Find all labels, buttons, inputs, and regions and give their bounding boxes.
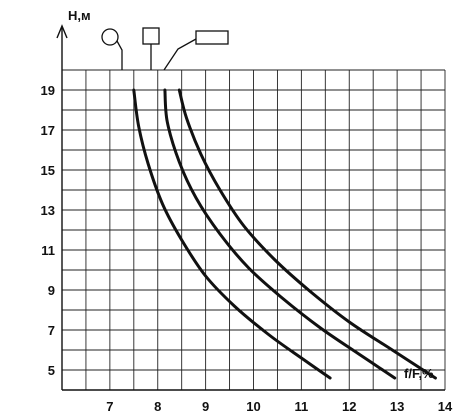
y-tick-label: 7 (48, 323, 55, 338)
legend-symbols (101, 27, 229, 71)
x-tick-label: 10 (246, 399, 260, 414)
x-axis-label: f/F,% (404, 366, 434, 381)
tick-labels: 7 8 9 10 11 12 13 14 5 7 9 11 13 15 17 19 (41, 83, 453, 414)
y-tick-label: 9 (48, 283, 55, 298)
y-axis-label: H,м (68, 8, 91, 23)
x-tick-label: 9 (202, 399, 209, 414)
x-tick-label: 7 (106, 399, 113, 414)
legend-rectangle-symbol (195, 30, 229, 45)
legend-square-symbol (142, 27, 160, 45)
x-tick-label: 11 (295, 399, 309, 414)
x-tick-label: 13 (390, 399, 404, 414)
series-line-circle (132, 88, 332, 380)
y-tick-label: 11 (41, 243, 55, 258)
y-axis-arrow (56, 24, 68, 39)
legend-circle-leader (116, 40, 123, 70)
y-tick-label: 13 (41, 203, 55, 218)
grid (62, 69, 446, 390)
axes: H,м f/F,% (56, 8, 445, 391)
y-tick-label: 15 (41, 163, 55, 178)
x-tick-label: 14 (438, 399, 453, 414)
x-tick-label: 8 (154, 399, 161, 414)
y-tick-label: 19 (41, 83, 55, 98)
x-tick-label: 12 (342, 399, 356, 414)
y-tick-label: 5 (48, 363, 55, 378)
series-curves (132, 88, 437, 380)
series-line-square (163, 88, 397, 380)
legend-circle-symbol (101, 28, 119, 46)
series-line-rectangle (177, 88, 437, 380)
legend-rectangle-leader (163, 38, 197, 71)
y-tick-label: 17 (41, 123, 55, 138)
